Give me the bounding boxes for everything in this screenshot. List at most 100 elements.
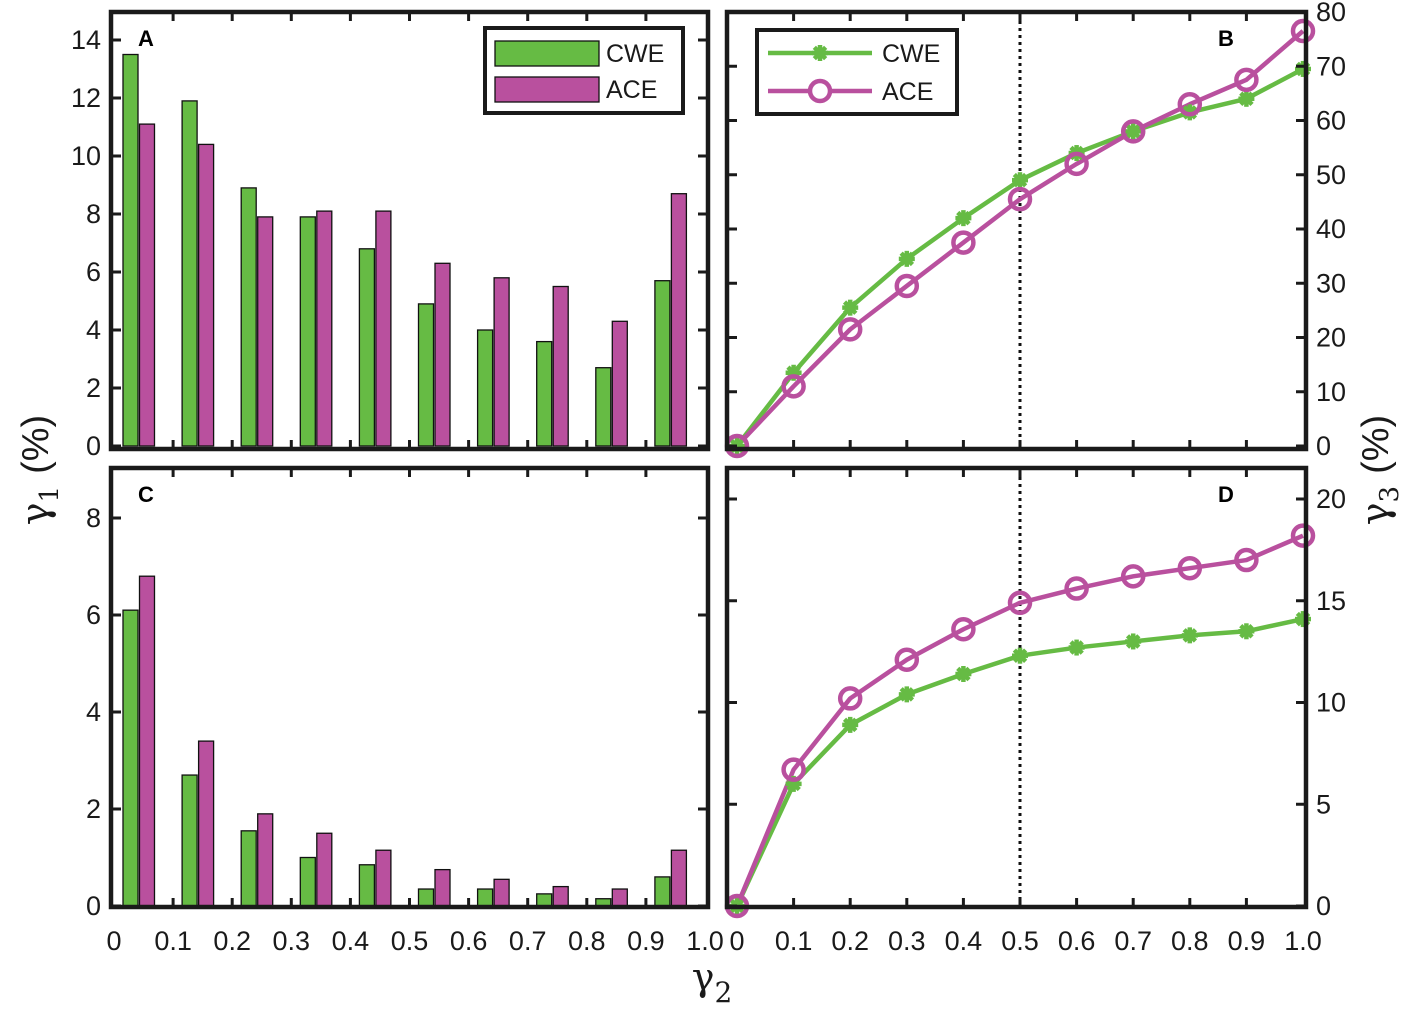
line-ace bbox=[734, 533, 1304, 907]
x-tick-label: 0.9 bbox=[627, 926, 665, 956]
x-tick-label: 0.6 bbox=[450, 926, 488, 956]
bar-ace bbox=[611, 320, 628, 447]
y-tick-label: 8 bbox=[86, 199, 101, 229]
marker-circle bbox=[781, 757, 806, 782]
bar-cwe bbox=[654, 280, 671, 447]
marker-asterisk bbox=[1238, 90, 1255, 107]
marker-circle bbox=[894, 647, 920, 673]
asterisk-core bbox=[901, 689, 912, 700]
x-tick-label: 0.9 bbox=[1228, 926, 1266, 956]
asterisk-core bbox=[1015, 650, 1025, 661]
bar-ace bbox=[316, 832, 333, 907]
marker-circle bbox=[1290, 523, 1316, 548]
marker-circle bbox=[1007, 590, 1033, 616]
x-tick-label: 0 bbox=[729, 926, 744, 956]
x-tick-label: 1.0 bbox=[686, 926, 724, 956]
y-tick-label: 10 bbox=[1316, 377, 1346, 407]
x-axis-label: γ2 bbox=[692, 955, 733, 1009]
marker-asterisk bbox=[898, 686, 915, 703]
y-tick-label: 60 bbox=[1316, 106, 1346, 136]
bar-cwe bbox=[299, 856, 316, 907]
legend-marker-circle bbox=[807, 78, 833, 104]
bar-cwe bbox=[299, 216, 316, 447]
marker-asterisk bbox=[1012, 172, 1028, 189]
x-tick-label: 0.2 bbox=[831, 926, 869, 956]
marker-circle bbox=[1120, 119, 1146, 144]
panel-letter: B bbox=[1218, 26, 1234, 51]
asterisk-core bbox=[901, 253, 912, 264]
marker-asterisk bbox=[1295, 60, 1311, 77]
legend-label-ace: ACE bbox=[606, 76, 657, 104]
bar-ace bbox=[493, 878, 510, 907]
marker-circle bbox=[1290, 18, 1316, 44]
asterisk-core bbox=[1128, 126, 1139, 137]
marker-circle bbox=[1177, 91, 1203, 117]
bar-cwe bbox=[476, 329, 494, 447]
marker-circle bbox=[1177, 555, 1203, 581]
y-tick-label: 70 bbox=[1316, 51, 1346, 81]
legend-frame bbox=[755, 28, 959, 116]
asterisk-core bbox=[845, 302, 856, 313]
y-tick-label: 20 bbox=[1316, 484, 1346, 514]
x-tick-label: 0.4 bbox=[332, 926, 370, 956]
asterisk-core bbox=[958, 669, 969, 680]
panel-d: 0 0.1 0.2 0.3 0.4 0.5 0.6 0.7 0.8 0.9 1.0 0 5 10 15 20 D bbox=[724, 465, 1346, 956]
x-tick-label: 0.4 bbox=[945, 926, 983, 956]
x-tick-label: 0.5 bbox=[1001, 926, 1039, 956]
bar-ace bbox=[493, 277, 510, 447]
bar-ace bbox=[257, 813, 274, 907]
bar-cwe bbox=[654, 876, 671, 907]
bar-cwe bbox=[122, 53, 139, 447]
marker-asterisk bbox=[1238, 623, 1255, 640]
y-tick-label: 40 bbox=[1316, 214, 1346, 244]
line-ace bbox=[735, 29, 1305, 448]
bar-ace bbox=[670, 849, 688, 907]
marker-asterisk bbox=[955, 666, 972, 683]
asterisk-core bbox=[1015, 175, 1025, 186]
bar-cwe bbox=[181, 774, 198, 907]
x-tick-label: 0.6 bbox=[1058, 926, 1096, 956]
right-axis-label: γ3(%) bbox=[1353, 415, 1405, 525]
asterisk-core bbox=[1241, 93, 1252, 104]
marker-asterisk bbox=[955, 210, 972, 227]
marker-circle bbox=[1064, 151, 1089, 177]
x-tick-label: 0.3 bbox=[888, 926, 926, 956]
marker-circle bbox=[951, 230, 976, 255]
legend-label-cwe: CWE bbox=[882, 40, 940, 68]
marker-circle bbox=[837, 686, 863, 711]
bar-ace bbox=[611, 888, 628, 907]
marker-asterisk bbox=[898, 250, 915, 267]
bar-cwe bbox=[417, 303, 435, 447]
axes-frame bbox=[108, 465, 711, 910]
marker-circle bbox=[1064, 576, 1089, 601]
bar-cwe bbox=[122, 609, 139, 907]
bar-cwe bbox=[536, 893, 553, 907]
bar-ace bbox=[552, 885, 569, 907]
y-tick-label: 12 bbox=[71, 83, 101, 113]
bar-ace bbox=[138, 575, 156, 907]
axes-frame bbox=[724, 465, 1309, 910]
marker-circle bbox=[1120, 564, 1146, 589]
x-tick-label: 0.2 bbox=[213, 926, 251, 956]
bar-cwe bbox=[358, 864, 376, 907]
bar-ace bbox=[375, 210, 392, 447]
y-tick-label: 5 bbox=[1316, 789, 1331, 819]
panel-c: 0 0.1 0.2 0.3 0.4 0.5 0.6 0.7 0.8 0.9 1.0 0 2 4 6 8 C bbox=[86, 465, 724, 956]
svg-text:γ1(%): γ1(%) bbox=[13, 415, 65, 525]
y-tick-label: 8 bbox=[86, 503, 101, 533]
bar-ace bbox=[257, 216, 274, 447]
bar-cwe bbox=[240, 187, 257, 447]
bar-ace bbox=[197, 740, 215, 907]
marker-circle bbox=[837, 317, 863, 342]
asterisk-core bbox=[1071, 642, 1082, 653]
marker-circle bbox=[894, 273, 920, 299]
y-tick-label: 4 bbox=[86, 697, 101, 727]
marker-asterisk bbox=[1012, 647, 1028, 664]
y-tick-label: 30 bbox=[1316, 268, 1346, 298]
y-tick-label: 2 bbox=[86, 794, 101, 824]
y-tick-label: 0 bbox=[1316, 891, 1331, 921]
line-cwe bbox=[735, 66, 1305, 448]
asterisk-core bbox=[1184, 630, 1195, 641]
